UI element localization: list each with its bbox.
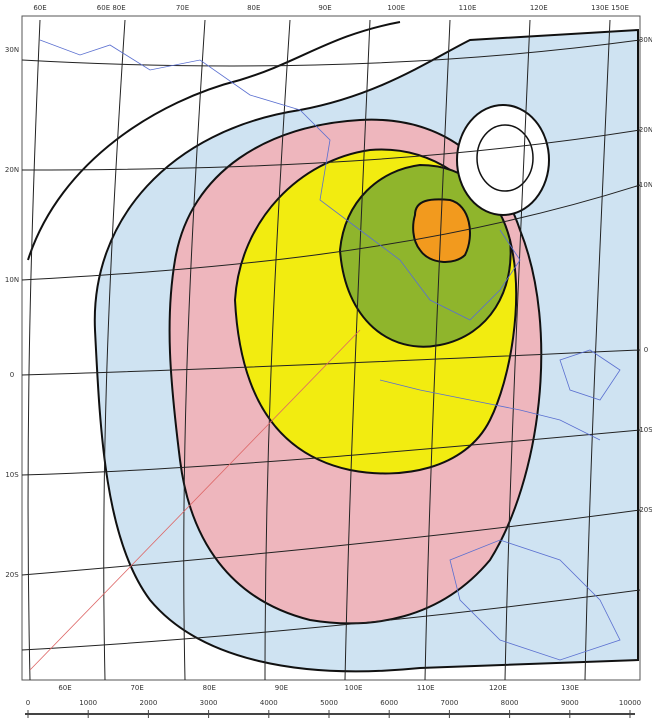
bottom-label: 90E [275, 684, 288, 692]
parallel [21, 39, 641, 67]
scale-label: 5000 [320, 699, 338, 707]
meridian [183, 19, 206, 681]
left-label: 10S [5, 471, 19, 479]
meridian [264, 19, 291, 681]
scale-label: 8000 [501, 699, 519, 707]
bottom-label: 120E [489, 684, 507, 692]
scale-label: 0 [26, 699, 30, 707]
scale-label: 2000 [139, 699, 157, 707]
right-label: 20S [639, 506, 652, 514]
map-frame [21, 15, 641, 681]
labels: 60E 60E 80E 70E 80E 90E 100E 110E 120E 130E 150E… [5, 4, 652, 718]
contour-orange [412, 198, 471, 263]
parallel [21, 349, 641, 376]
top-label: 70E [176, 4, 189, 12]
bottom-label: 60E [58, 684, 71, 692]
bottom-label: 80E [203, 684, 216, 692]
meridian [344, 19, 371, 681]
top-label: 120E [530, 4, 548, 12]
top-label: 60E 80E [97, 4, 126, 12]
parallel [21, 184, 641, 281]
meridian [504, 19, 531, 681]
scale-label: 1000 [79, 699, 97, 707]
scale-label: 4000 [260, 699, 278, 707]
left-label: 30N [5, 46, 19, 54]
top-label: 130E 150E [591, 4, 629, 12]
coastline [559, 349, 621, 401]
meridian [27, 19, 41, 681]
meridian [424, 19, 451, 681]
meridian [103, 19, 126, 681]
parallel [21, 589, 641, 651]
coastline [449, 539, 621, 661]
left-label: 10N [5, 276, 19, 284]
left-label: 0 [10, 371, 14, 379]
coastline [379, 379, 601, 441]
scale-label: 9000 [561, 699, 579, 707]
boresight-line [29, 329, 361, 671]
coastline [39, 39, 521, 321]
left-label: 20N [5, 166, 19, 174]
bottom-label: 130E [561, 684, 579, 692]
top-label: 60E [33, 4, 46, 12]
parallel [21, 129, 641, 171]
graticule [21, 19, 641, 681]
scale-label: 10000 [619, 699, 641, 707]
parallel [21, 509, 641, 576]
meridian [584, 19, 611, 681]
right-label: 0 [644, 346, 648, 354]
scale-label: 3000 [200, 699, 218, 707]
right-label: 10S [639, 426, 652, 434]
bottom-label: 70E [130, 684, 143, 692]
coastlines [39, 39, 621, 661]
right-label: 10N [639, 181, 652, 189]
parallel [21, 429, 641, 476]
left-label: 20S [5, 571, 19, 579]
contour-island-inner [476, 124, 534, 192]
right-label: 20N [639, 126, 652, 134]
contour-edge [27, 21, 401, 261]
scale-label: 7000 [440, 699, 458, 707]
bottom-label: 110E [417, 684, 435, 692]
bottom-label: 100E [345, 684, 363, 692]
top-label: 110E [459, 4, 477, 12]
top-label: 100E [387, 4, 405, 12]
scale-label: 6000 [380, 699, 398, 707]
contours [27, 21, 639, 673]
right-label: 30N [639, 36, 652, 44]
top-label: 80E [247, 4, 260, 12]
top-label: 90E [318, 4, 331, 12]
